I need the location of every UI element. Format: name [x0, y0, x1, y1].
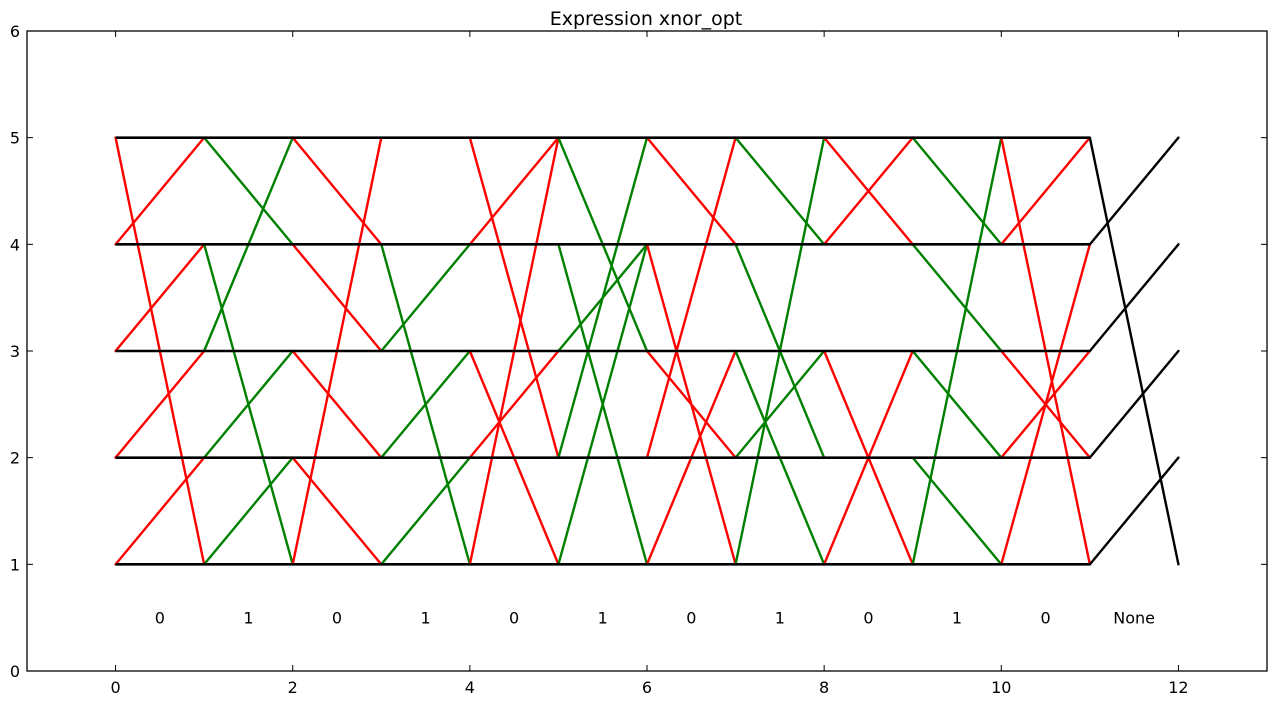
segment-label: None — [1113, 609, 1155, 628]
x-tick-label: 10 — [991, 678, 1011, 697]
transition-line — [468, 136, 560, 246]
transition-line — [1088, 243, 1180, 353]
transition-line — [557, 243, 649, 353]
transition-line — [291, 136, 383, 246]
transition-line — [114, 456, 206, 566]
transition-line — [1088, 349, 1180, 459]
transition-line — [1000, 349, 1092, 459]
x-tick-label: 4 — [465, 678, 475, 697]
x-tick-label: 6 — [642, 678, 652, 697]
segment-label: 1 — [598, 609, 608, 628]
transition-line — [911, 136, 1003, 246]
transition-line — [468, 349, 560, 459]
transition-line — [291, 349, 383, 459]
y-tick-label: 2 — [10, 449, 20, 468]
y-tick-label: 1 — [10, 555, 20, 574]
segment-label: 0 — [155, 609, 165, 628]
transition-line — [1088, 136, 1180, 566]
x-tick-label: 2 — [288, 678, 298, 697]
y-tick-label: 6 — [10, 22, 20, 41]
segment-label: 1 — [243, 609, 253, 628]
transition-line — [114, 136, 206, 246]
y-tick-label: 5 — [10, 129, 20, 148]
transition-line — [734, 349, 826, 459]
transition-line — [645, 136, 737, 459]
transition-line — [734, 136, 826, 246]
transition-line — [1088, 136, 1180, 246]
transition-line — [202, 456, 294, 566]
segment-label: 0 — [509, 609, 519, 628]
segment-labels: 0 1 0 1 0 1 0 1 0 1 0 None — [155, 609, 1155, 628]
transition-line — [822, 136, 914, 246]
transition-line — [380, 456, 472, 566]
segment-label: 1 — [952, 609, 962, 628]
segment-label: 0 — [686, 609, 696, 628]
transition-line — [645, 136, 737, 246]
y-tick-label: 0 — [10, 662, 20, 681]
chart-title: Expression xnor_opt — [550, 8, 743, 30]
transition-line — [468, 136, 560, 459]
transition-line — [202, 243, 294, 566]
transition-line — [911, 349, 1003, 459]
x-tick-label: 0 — [110, 678, 120, 697]
transition-line — [1000, 136, 1092, 246]
transition-line — [202, 136, 294, 246]
transition-line — [911, 456, 1003, 566]
segment-label: 0 — [332, 609, 342, 628]
transition-line — [380, 243, 472, 566]
transition-line — [291, 243, 383, 353]
segment-label: 1 — [420, 609, 430, 628]
segment-label: 0 — [863, 609, 873, 628]
transition-line — [380, 243, 472, 353]
y-tick-label: 4 — [10, 235, 20, 254]
transition-line — [911, 243, 1003, 353]
transition-line — [114, 349, 206, 459]
segment-label: 1 — [775, 609, 785, 628]
transition-line — [291, 456, 383, 566]
segment-label: 0 — [1040, 609, 1050, 628]
transition-line — [645, 243, 737, 566]
y-tick-label: 3 — [10, 342, 20, 361]
transition-line — [114, 243, 206, 353]
transition-line — [557, 243, 649, 566]
x-tick-label: 8 — [819, 678, 829, 697]
x-tick-label: 12 — [1168, 678, 1188, 697]
transition-line — [1088, 456, 1180, 566]
plot-lines — [114, 136, 1180, 566]
